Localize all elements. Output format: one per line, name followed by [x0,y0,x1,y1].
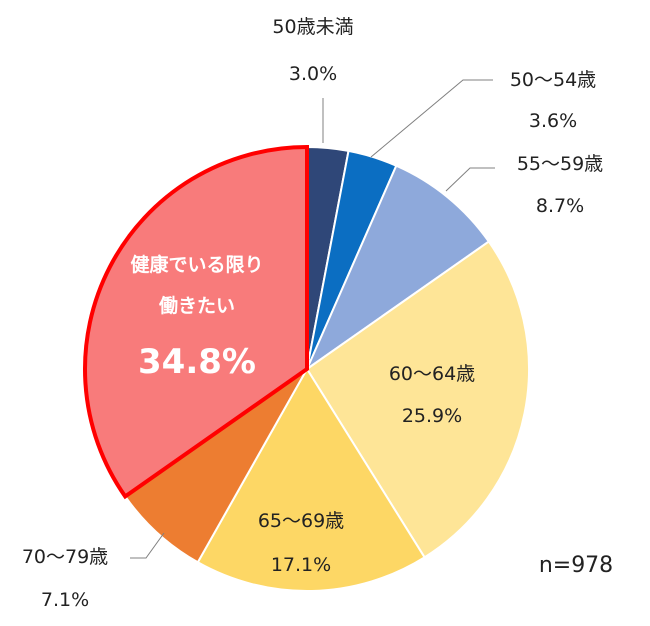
label-60-64-name: 60～64歳 [389,363,475,385]
label-60-64-value: 25.9% [402,405,462,427]
label-50-54-value: 3.6% [529,110,577,132]
label-health-value: 34.8% [138,342,256,382]
highlight-outline [83,144,309,500]
label-under-50-name: 50歳未満 [272,16,353,38]
slice-60-64 [305,240,530,559]
label-70-79-name: 70～79歳 [22,546,108,568]
sample-size-note: n=978 [539,553,613,578]
label-65-69-value: 17.1% [271,554,331,576]
label-50-54-name: 50～54歳 [510,69,596,91]
label-70-79-value: 7.1% [41,589,89,611]
leader-lines [130,79,495,559]
leader-line-55-59 [445,167,495,192]
label-under-50-value: 3.0% [289,63,337,85]
label-55-59-value: 8.7% [536,195,584,217]
leader-line-50-54 [370,79,493,158]
label-health-line1: 健康でいる限り [130,253,263,276]
slice-labels: 50歳未満 3.0% 50～54歳 3.6% 55～59歳 8.7% 60～64… [22,16,603,611]
label-health-line2: 働きたい [158,294,235,317]
slice-55-59 [304,164,491,372]
label-55-59-name: 55～59歳 [517,153,603,175]
label-65-69-name: 65～69歳 [258,510,344,532]
slice-65-69 [196,367,426,592]
pie-slices [83,144,530,592]
leader-line-70-79 [130,532,165,559]
